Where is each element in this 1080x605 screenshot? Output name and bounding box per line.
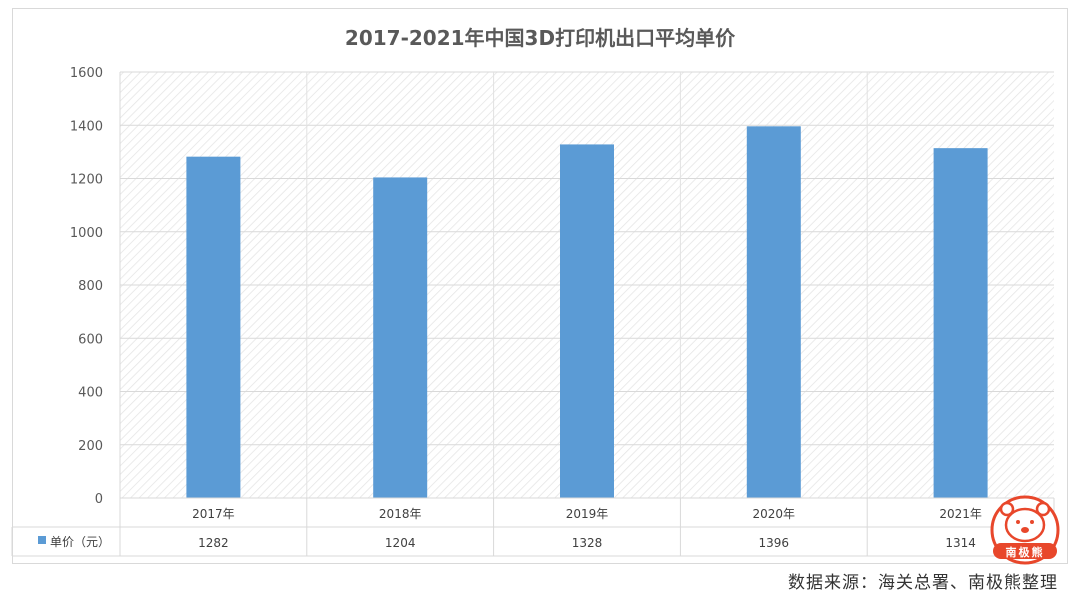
- legend-label: 单价（元）: [50, 535, 110, 549]
- bar: [186, 156, 241, 499]
- category-label: 2019年: [566, 507, 609, 521]
- y-tick-label: 1000: [70, 226, 103, 241]
- category-label: 2017年: [192, 507, 235, 521]
- y-tick-label: 600: [78, 332, 103, 347]
- source-note: 数据来源：海关总署、南极熊整理: [788, 573, 1058, 593]
- y-axis-ticks: 0 200 400 600 800 1000 1200 1400 1600: [70, 66, 103, 507]
- category-label: 2021年: [939, 507, 982, 521]
- bar: [373, 177, 428, 498]
- y-tick-label: 0: [95, 492, 103, 507]
- data-label: 1314: [945, 536, 976, 550]
- nanjixiong-logo: 南极熊: [977, 494, 1073, 570]
- legend-swatch: [38, 536, 46, 544]
- y-tick-label: 1200: [70, 173, 103, 188]
- data-label: 1282: [198, 536, 229, 550]
- chart-title: 2017-2021年中国3D打印机出口平均单价: [345, 26, 736, 50]
- bar: [746, 126, 801, 498]
- y-tick-label: 1600: [70, 66, 103, 81]
- bar: [560, 144, 614, 499]
- category-label: 2020年: [753, 507, 796, 521]
- bar: [933, 148, 988, 498]
- data-label: 1328: [572, 536, 603, 550]
- category-label: 2018年: [379, 507, 422, 521]
- data-label: 1396: [759, 536, 790, 550]
- y-tick-label: 400: [78, 386, 103, 401]
- y-tick-label: 200: [78, 439, 103, 454]
- logo-text: 南极熊: [1005, 546, 1045, 559]
- bars: [186, 126, 988, 499]
- y-tick-label: 1400: [70, 119, 103, 134]
- y-tick-label: 800: [78, 279, 103, 294]
- data-label: 1204: [385, 536, 416, 550]
- data-table: 2017年 1282 2018年 1204 2019年 1328 2020年 1396 2021…: [11, 497, 1055, 557]
